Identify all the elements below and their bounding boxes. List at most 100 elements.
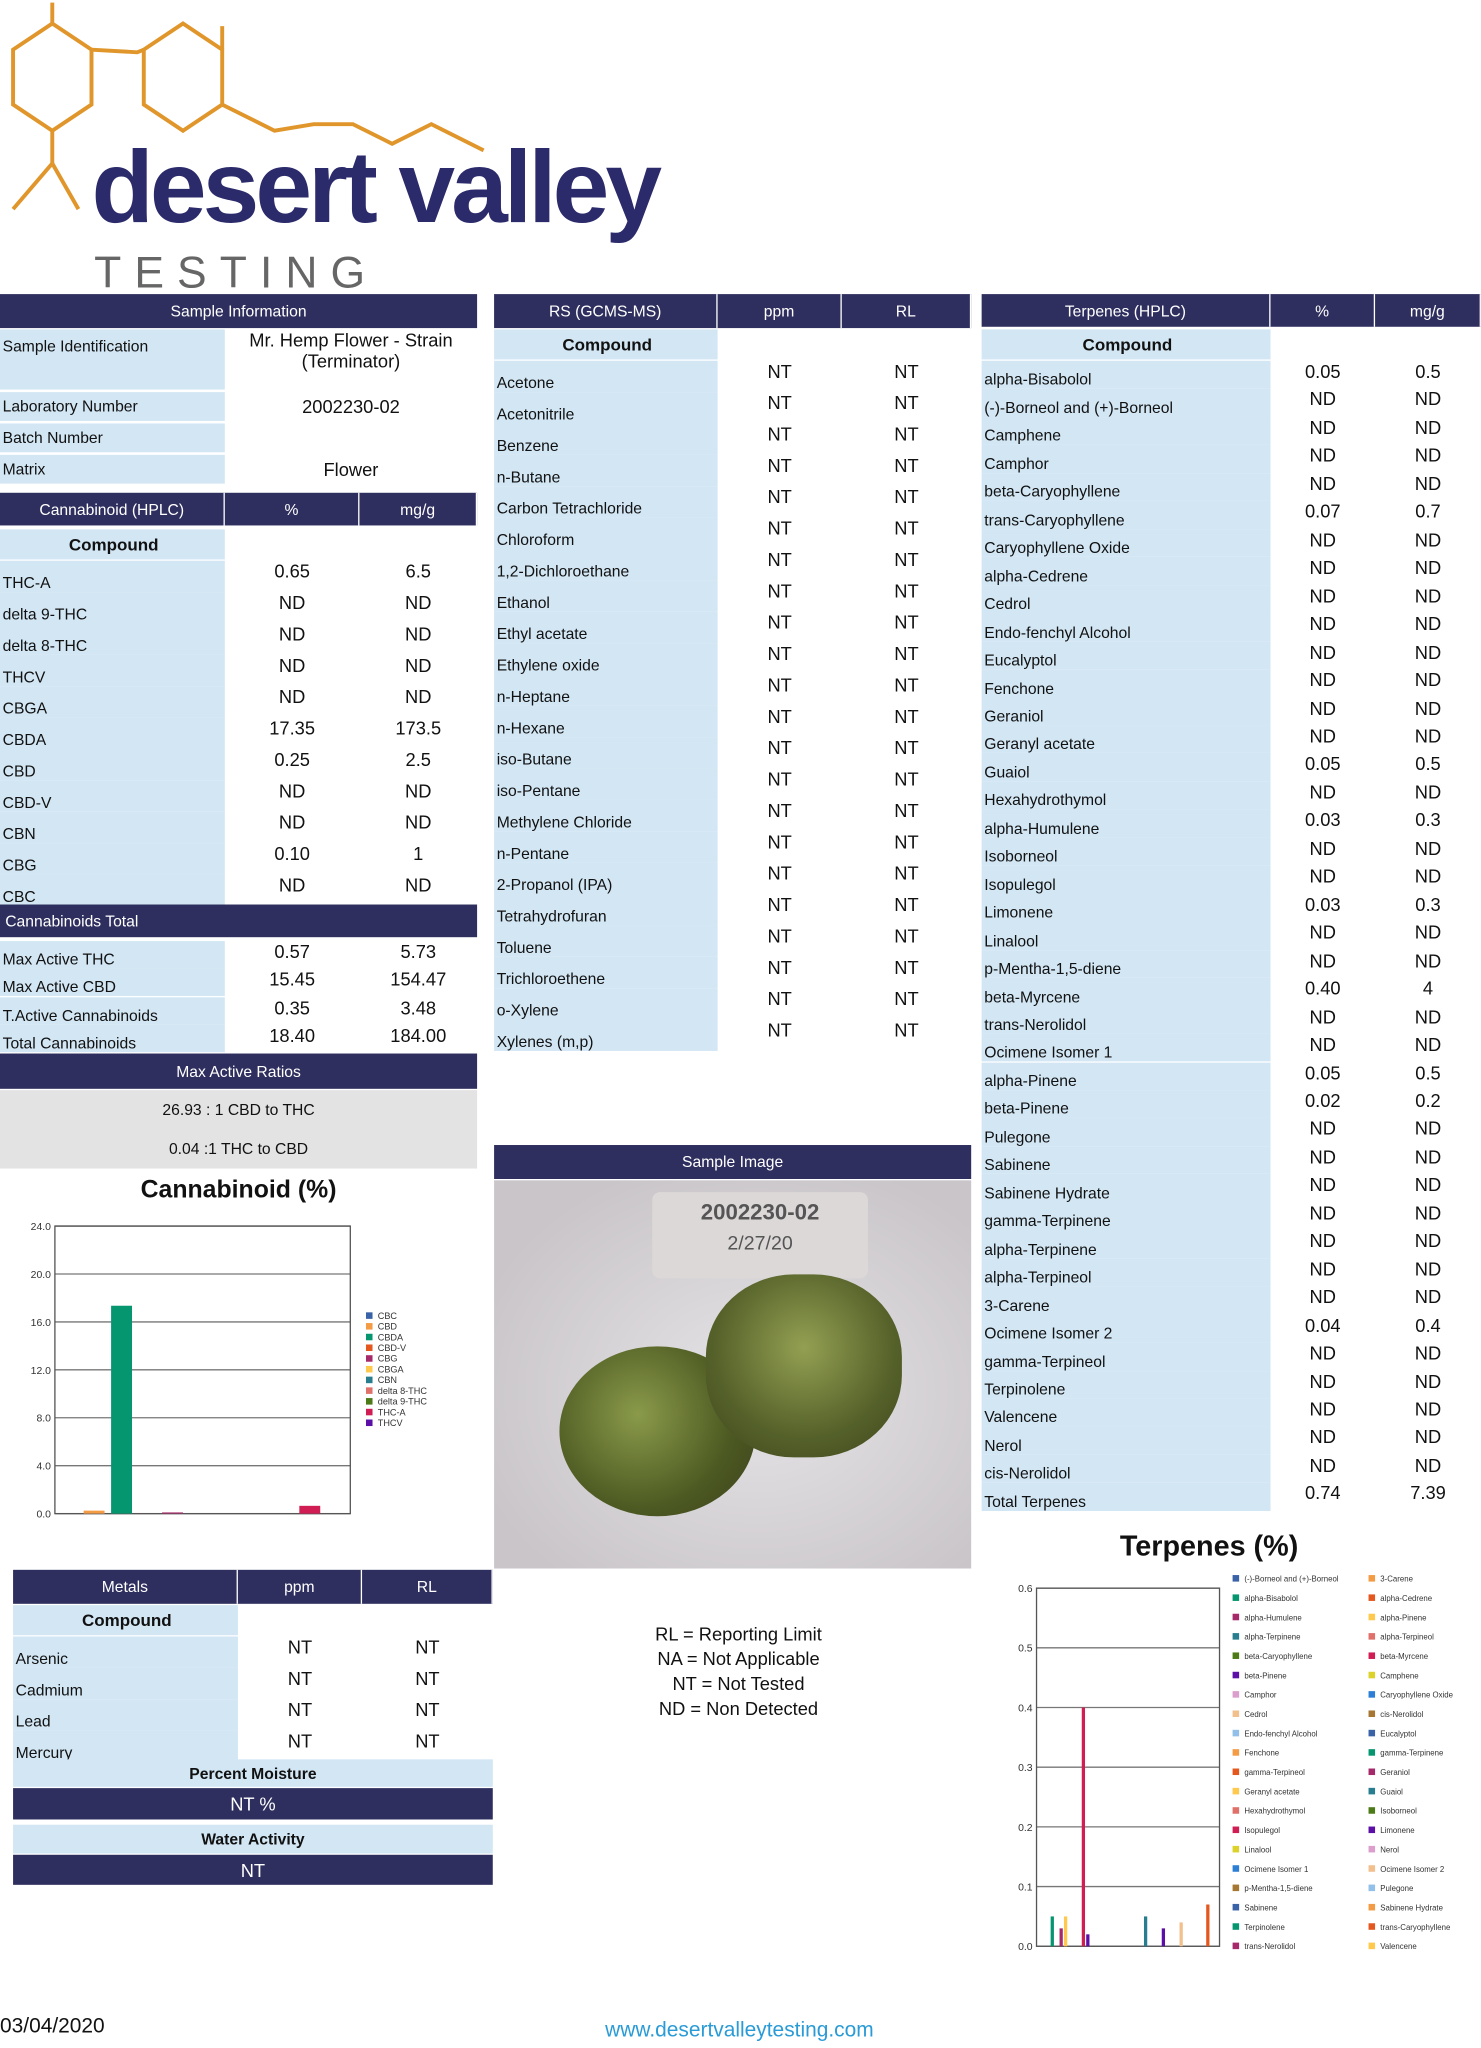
value-cell: NT bbox=[894, 894, 919, 915]
percent-moisture-label: Percent Moisture bbox=[13, 1759, 493, 1787]
value-cell: NT bbox=[767, 517, 792, 539]
rs-row: Ethanol NT NT bbox=[494, 580, 971, 612]
value-cell: NT bbox=[894, 831, 919, 853]
value-cell: ND bbox=[1309, 529, 1336, 550]
value-cell: NT bbox=[894, 580, 919, 602]
value-cell: NT bbox=[767, 611, 792, 633]
rs-row: Carbon Tetrachloride NT NT bbox=[494, 486, 971, 518]
compound-name: Tetrahydrofuran bbox=[494, 894, 718, 926]
cannabinoid-row: CBN ND ND bbox=[0, 811, 477, 844]
value-cell: ND bbox=[1309, 1258, 1336, 1280]
website-link[interactable]: www.desertvalleytesting.com bbox=[605, 2019, 874, 2042]
compound-name: Acetonitrile bbox=[494, 392, 718, 424]
column-header: RS (GCMS-MS) bbox=[494, 294, 718, 329]
legend-swatch bbox=[1232, 1710, 1240, 1718]
compound-name: Ocimene Isomer 2 bbox=[981, 1314, 1271, 1343]
column-header: Terpenes (HPLC) bbox=[982, 294, 1271, 327]
value-cell: ND bbox=[405, 874, 432, 896]
value-cell: ND bbox=[1309, 641, 1336, 663]
cannabinoid-total-row: T.Active Cannabinoids 0.35 3.48 bbox=[0, 996, 477, 1025]
value-cell: 173.5 bbox=[395, 717, 442, 739]
value-cell: ND bbox=[1414, 1342, 1442, 1364]
value-cell: 17.35 bbox=[269, 717, 316, 739]
compound-name: Sabinene bbox=[981, 1146, 1271, 1175]
cannabinoid-row: THC-A 0.65 6.5 bbox=[0, 560, 477, 593]
value-cell: 0.57 bbox=[274, 941, 310, 963]
cannabinoid-row: CBG 0.10 1 bbox=[0, 843, 477, 875]
value-cell: Flower bbox=[323, 458, 379, 480]
value-cell: NT bbox=[767, 486, 792, 508]
value-cell: ND bbox=[1414, 585, 1442, 607]
compound-label-row: Compound bbox=[494, 329, 972, 360]
metal-row: Arsenic NT NT bbox=[13, 1636, 493, 1668]
sample-label-number: 2002230-02 bbox=[700, 1199, 820, 1225]
rs-row: o-Xylene NT NT bbox=[494, 988, 971, 1020]
legend-swatch bbox=[1368, 1865, 1376, 1872]
legend-label: Nerol bbox=[1380, 1845, 1399, 1854]
legend-swatch bbox=[365, 1312, 373, 1319]
value-cell: 6.5 bbox=[405, 560, 431, 582]
y-tick-label: 8.0 bbox=[36, 1414, 51, 1425]
legend-swatch bbox=[1232, 1903, 1240, 1911]
value-cell: NT bbox=[894, 768, 919, 790]
compound-name: alpha-Humulene bbox=[981, 809, 1271, 838]
legend-swatch bbox=[1368, 1826, 1376, 1834]
legend-swatch bbox=[1368, 1768, 1376, 1776]
value-cell: 18.40 bbox=[269, 1024, 316, 1046]
legend-label: alpha-Pinene bbox=[1380, 1613, 1426, 1622]
legend-swatch bbox=[1368, 1613, 1376, 1621]
legend-swatch bbox=[1232, 1807, 1240, 1814]
value-cell: ND bbox=[1414, 1146, 1442, 1168]
value-cell: NT bbox=[894, 956, 919, 978]
value-cell: NT bbox=[767, 454, 792, 476]
value-cell: ND bbox=[1309, 1005, 1336, 1027]
value-cell: ND bbox=[1309, 388, 1336, 410]
value-cell: 1 bbox=[413, 843, 424, 864]
value-cell: ND bbox=[278, 654, 306, 676]
value-cell: NT bbox=[894, 643, 919, 665]
value-cell: ND bbox=[1309, 921, 1336, 943]
legend-label: gamma-Terpineol bbox=[1244, 1768, 1305, 1777]
legend-label: beta-Pinene bbox=[1244, 1671, 1286, 1680]
compound-name: 2-Propanol (IPA) bbox=[494, 862, 718, 895]
value-cell: ND bbox=[1414, 1426, 1442, 1448]
legend-label: trans-Nerolidol bbox=[1244, 1942, 1295, 1951]
compound-name: THCV bbox=[0, 654, 225, 687]
value-cell: NT bbox=[415, 1636, 440, 1658]
legend-swatch bbox=[1232, 1787, 1240, 1795]
value-cell: 0.05 bbox=[1304, 753, 1341, 775]
column-header: mg/g bbox=[1375, 294, 1481, 327]
legend-label: Camphor bbox=[1244, 1691, 1277, 1700]
value-cell: ND bbox=[1309, 1342, 1336, 1364]
rs-row: n-Butane NT NT bbox=[494, 454, 971, 487]
value-cell bbox=[718, 329, 972, 359]
value-cell: 0.4 bbox=[1415, 1314, 1441, 1336]
value-cell: 0.03 bbox=[1304, 809, 1341, 831]
value-cell: NT bbox=[894, 799, 919, 821]
legend-swatch bbox=[1368, 1652, 1376, 1659]
compound-name: CBGA bbox=[0, 686, 225, 718]
compound-name: Camphor bbox=[981, 444, 1271, 473]
legend-label: Valencene bbox=[1380, 1942, 1416, 1951]
terpene-row: Camphor ND ND bbox=[981, 444, 1481, 473]
sample-label-sticker bbox=[652, 1192, 868, 1279]
cannabinoid-row: CBD-V ND ND bbox=[0, 780, 477, 812]
bar-cbd bbox=[83, 1510, 105, 1514]
legend-label: CBDA bbox=[378, 1332, 404, 1342]
compound-name: trans-Nerolidol bbox=[981, 1005, 1271, 1034]
compound-name: Pulegone bbox=[981, 1118, 1271, 1147]
value-cell: ND bbox=[405, 623, 432, 645]
compound-name: Linalool bbox=[981, 921, 1271, 950]
value-cell: ND bbox=[1414, 949, 1442, 971]
compound-name: o-Xylene bbox=[494, 988, 718, 1020]
compound-name: Caryophyllene Oxide bbox=[981, 529, 1271, 558]
legend-swatch bbox=[1232, 1942, 1240, 1950]
compound-name: Hexahydrothymol bbox=[981, 781, 1271, 810]
legend-label: Sabinene bbox=[1244, 1903, 1277, 1912]
terpene-row: Cedrol ND ND bbox=[981, 585, 1481, 614]
legend-swatch bbox=[1232, 1826, 1240, 1834]
compound-name: Nerol bbox=[981, 1426, 1271, 1455]
value-cell: 184.00 bbox=[390, 1024, 447, 1046]
legend-swatch bbox=[1368, 1710, 1376, 1718]
